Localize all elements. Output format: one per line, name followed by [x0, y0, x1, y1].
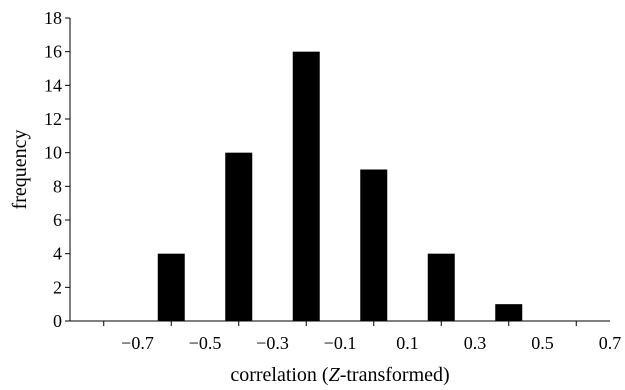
bar-1	[225, 152, 253, 321]
y-tick-label-7: 14	[44, 75, 62, 95]
axes-group	[69, 18, 610, 322]
y-tick-label-3: 6	[53, 210, 62, 230]
x-tick-label-5: 0.3	[464, 333, 487, 353]
x-tick-label-7: 0.7	[599, 333, 622, 353]
x-axis-title: correlation (Z-transformed)	[230, 364, 449, 386]
x-ticks-group: −0.7 −0.5 −0.3 −0.1 0.1 0.3 0.5 0.7	[103, 321, 622, 353]
y-tick-label-9: 18	[44, 8, 62, 28]
x-tick-label-4: 0.1	[396, 333, 419, 353]
x-tick-label-0: −0.7	[121, 333, 154, 353]
bar-2	[292, 51, 320, 322]
y-tick-label-5: 10	[44, 143, 62, 163]
y-tick-label-6: 12	[44, 109, 62, 129]
x-tick-label-2: −0.3	[256, 333, 289, 353]
y-tick-label-1: 2	[53, 277, 62, 297]
y-axis-title: frequency	[9, 130, 31, 210]
bar-0	[157, 253, 185, 321]
bars-group	[157, 51, 523, 322]
x-tick-label-6: 0.5	[531, 333, 554, 353]
y-tick-label-2: 4	[53, 244, 62, 264]
y-tick-label-0: 0	[53, 311, 62, 331]
x-tick-label-3: −0.1	[324, 333, 357, 353]
x-axis-title-part-2: Z	[329, 364, 341, 386]
y-ticks-group: 0 2 4 6 8 10 12 14 16 18	[44, 8, 70, 331]
x-axis-title-part-3: -transformed)	[340, 364, 450, 386]
bar-4	[427, 253, 455, 321]
bar-3	[360, 169, 388, 321]
y-tick-label-4: 8	[53, 176, 62, 196]
x-axis-title-part-1: correlation (	[230, 364, 329, 386]
x-tick-label-1: −0.5	[189, 333, 222, 353]
bar-5	[495, 304, 523, 321]
y-tick-label-8: 16	[44, 42, 62, 62]
